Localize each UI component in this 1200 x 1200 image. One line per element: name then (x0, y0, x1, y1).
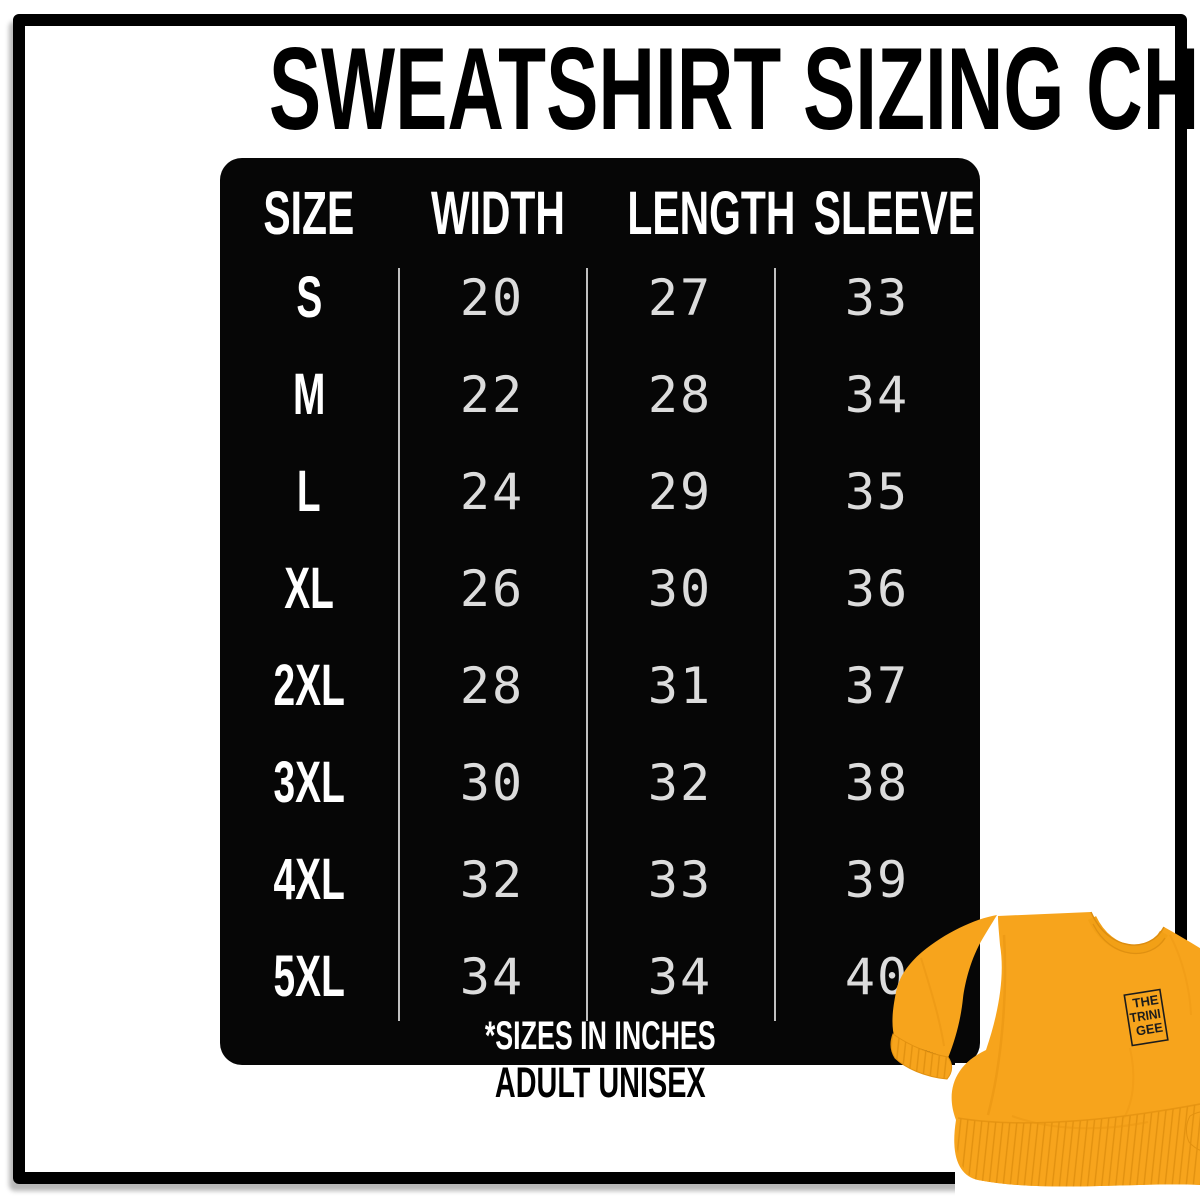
border-frame (13, 14, 1187, 1184)
table-cell: 36 (844, 560, 910, 619)
column-divider (586, 268, 588, 1021)
table-cell: 31 (647, 656, 713, 715)
sleeve-cuff-rib (890, 1033, 953, 1080)
logo-patch-border (1123, 988, 1169, 1047)
table-cell: 34 (844, 366, 910, 425)
table-cell: 33 (647, 850, 713, 909)
table-cell: 22 (459, 366, 525, 425)
collar (1087, 911, 1168, 955)
table-body: S 20 27 33 M 22 28 34 L 24 29 35 XL 26 3… (220, 250, 980, 1025)
product-photo-sweatshirt: THE TRINI GEE (890, 911, 1200, 1200)
size-label: 2XL (273, 652, 345, 718)
size-label: S (296, 265, 322, 331)
table-cell: 27 (647, 269, 713, 328)
sizing-table: SIZE WIDTH LENGTH SLEEVE S 20 27 33 M 22… (220, 158, 980, 1065)
table-cell: 26 (459, 560, 525, 619)
right-cuff-rib (1186, 1111, 1200, 1151)
page-title: SWEATSHIRT SIZING CHART (0, 30, 1200, 147)
logo-line-2: TRINI (1129, 1006, 1162, 1026)
table-cell: 34 (647, 947, 713, 1006)
size-label: 3XL (273, 749, 345, 815)
fabric-folds (986, 934, 1192, 1130)
size-label: 5XL (273, 943, 345, 1009)
table-cell: 34 (459, 947, 525, 1006)
hem-seam (957, 1103, 1200, 1124)
table-cell: 28 (647, 366, 713, 425)
table-cell: 39 (844, 850, 910, 909)
sleeve-seam (920, 957, 945, 1047)
size-label: M (292, 362, 326, 428)
page-title-text: SWEATSHIRT SIZING CHART (268, 23, 1200, 154)
table-cell: 29 (647, 463, 713, 522)
table-cell: 30 (459, 753, 525, 812)
table-cell: 30 (647, 560, 713, 619)
table-cell: 35 (844, 463, 910, 522)
column-divider (774, 268, 776, 1021)
logo-line-1: THE (1132, 992, 1160, 1011)
table-cell: 33 (844, 269, 910, 328)
column-header-size: SIZE (263, 179, 355, 247)
sweatshirt-sleeve (892, 915, 997, 1058)
size-label: 4XL (273, 846, 345, 912)
column-divider (398, 268, 400, 1021)
sizes-in-inches-note: *SIZES IN INCHES (484, 1014, 716, 1058)
table-cell: 24 (459, 463, 525, 522)
table-cell: 20 (459, 269, 525, 328)
table-cell: 28 (459, 656, 525, 715)
column-header-sleeve: SLEEVE (813, 179, 975, 247)
table-cell: 32 (459, 850, 525, 909)
column-header-width: WIDTH (430, 179, 565, 247)
logo-line-3: GEE (1135, 1020, 1164, 1039)
column-header-length: LENGTH (627, 179, 796, 247)
sweatshirt-hem-rib (956, 1104, 1200, 1187)
size-label: XL (284, 556, 334, 622)
adult-unisex-note: ADULT UNISEX (494, 1059, 706, 1107)
table-cell: 37 (844, 656, 910, 715)
logo-patch: THE TRINI GEE (1123, 988, 1169, 1047)
table-header-row: SIZE WIDTH LENGTH SLEEVE (220, 180, 980, 246)
table-cell: 38 (844, 753, 910, 812)
table-cell: 32 (647, 753, 713, 812)
size-label: L (297, 459, 321, 525)
